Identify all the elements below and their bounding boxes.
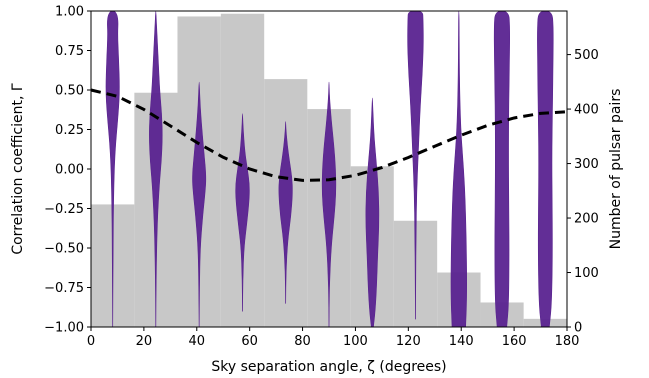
x-tick-label: 80: [294, 334, 311, 349]
violin: [149, 10, 163, 328]
violin: [537, 10, 554, 328]
y-right-tick-label: 100: [574, 266, 599, 281]
x-axis-ticks: 0 20 40 60 80 100 120 140 160 180: [87, 327, 580, 349]
y-right-tick-label: 500: [574, 48, 599, 63]
x-tick-label: 140: [449, 334, 474, 349]
violin: [105, 10, 120, 328]
y-left-tick-label: −0.50: [44, 242, 84, 257]
y-right-axis-label: Number of pulsar pairs: [608, 89, 624, 250]
x-axis-label: Sky separation angle, ζ (degrees): [211, 359, 446, 375]
y-right-tick-label: 300: [574, 157, 599, 172]
x-tick-label: 0: [87, 334, 95, 349]
y-left-tick-label: 0.00: [55, 163, 84, 178]
violin: [278, 121, 293, 304]
violin: [365, 97, 380, 328]
x-tick-label: 120: [396, 334, 421, 349]
y-left-tick-label: −0.75: [44, 281, 84, 296]
y-left-tick-label: 0.25: [55, 123, 84, 138]
y-left-tick-label: −1.00: [44, 321, 84, 336]
y-right-tick-label: 200: [574, 212, 599, 227]
violins-layer: [105, 10, 554, 328]
y-right-tick-label: 400: [574, 103, 599, 118]
x-tick-label: 40: [189, 334, 206, 349]
violin: [450, 10, 467, 328]
y-left-tick-label: −0.25: [44, 202, 84, 217]
y-right-axis-ticks: 0 100 200 300 400 500: [567, 48, 599, 336]
x-tick-label: 180: [555, 334, 580, 349]
x-tick-label: 20: [136, 334, 153, 349]
y-left-tick-label: 1.00: [55, 5, 84, 20]
x-tick-label: 160: [502, 334, 527, 349]
violin: [321, 81, 337, 328]
x-tick-label: 100: [343, 334, 368, 349]
y-left-tick-label: 0.75: [55, 44, 84, 59]
y-left-tick-label: 0.50: [55, 84, 84, 99]
y-right-tick-label: 0: [574, 321, 582, 336]
correlation-curve: [90, 88, 568, 182]
y-left-axis-label: Correlation coefficient, Γ: [10, 83, 26, 255]
violin: [407, 10, 424, 320]
violin: [493, 10, 510, 328]
curve-layer: [90, 88, 568, 182]
y-left-axis-ticks: 1.00 0.75 0.50 0.25 0.00 −0.25 −0.50 −0.75 −1.00: [44, 5, 91, 336]
x-tick-label: 60: [241, 334, 258, 349]
